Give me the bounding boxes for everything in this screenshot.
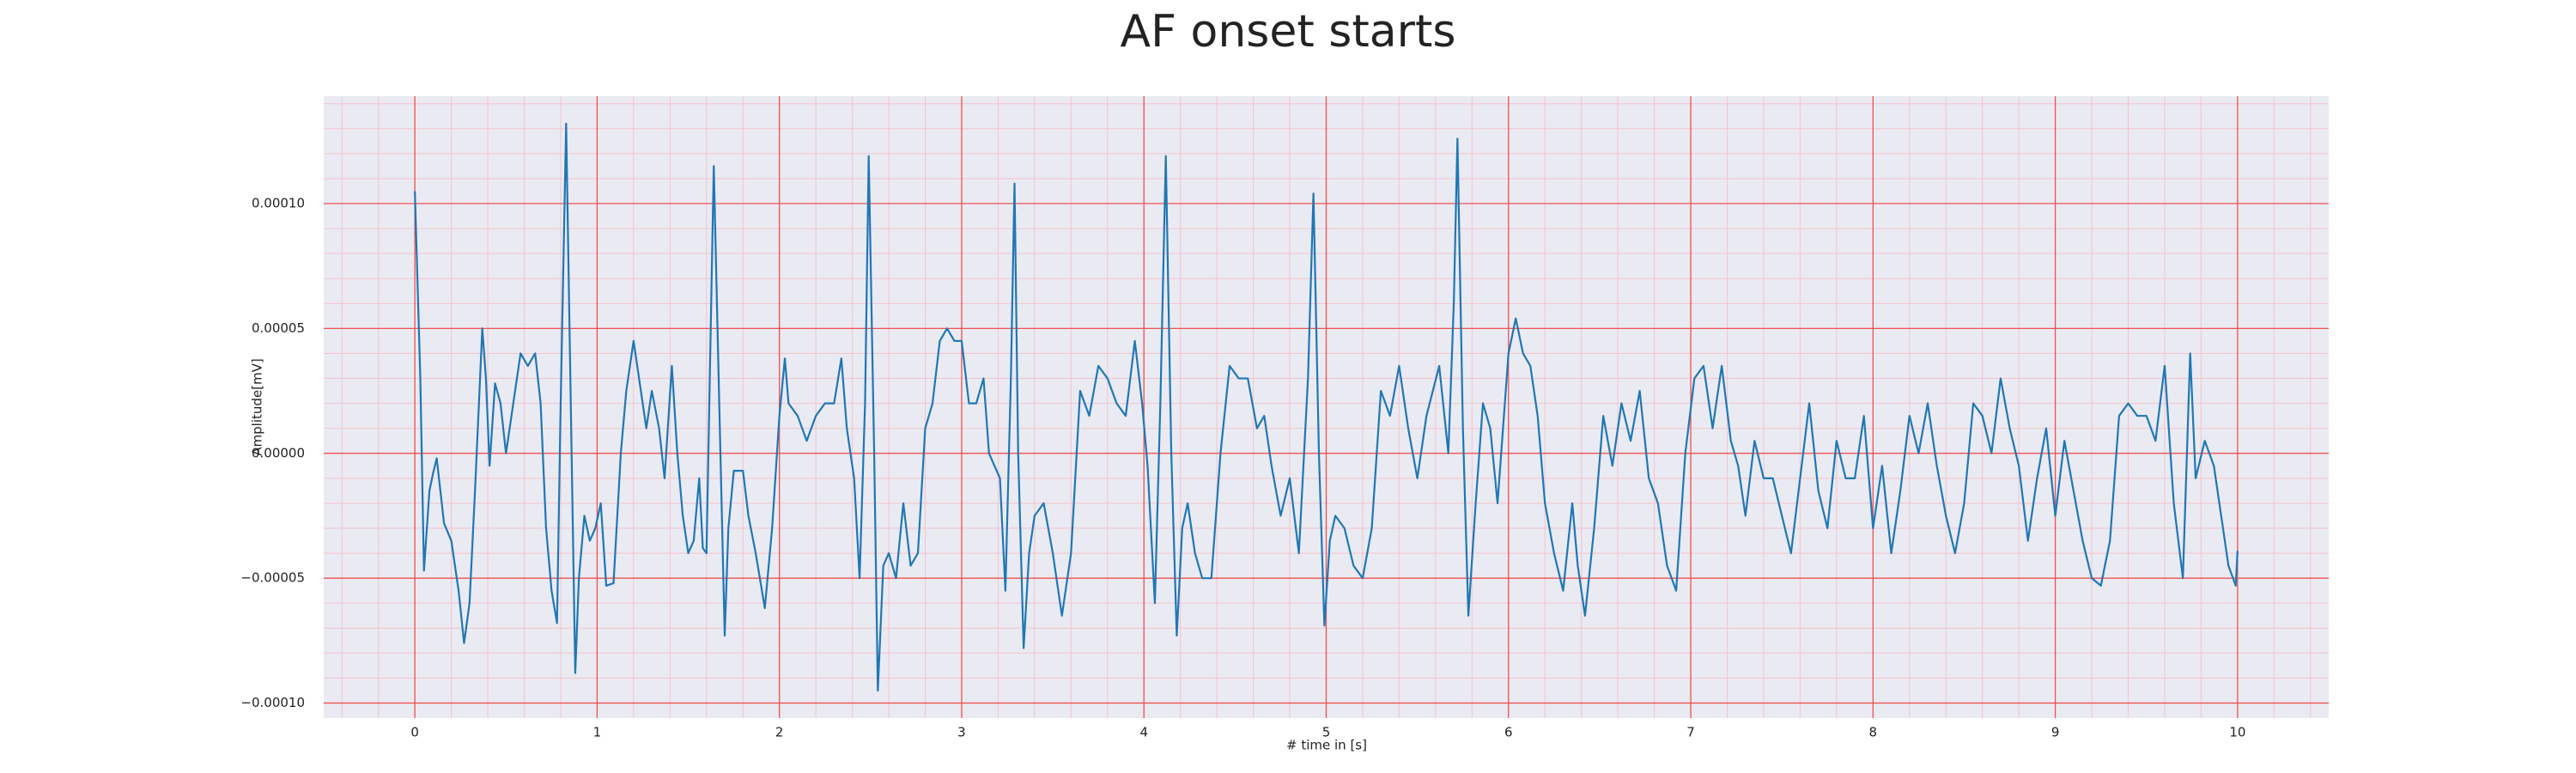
marks [414,122,2239,692]
x-axis-label: # time in [s] [1286,738,1367,753]
x-tick-label: 7 [1686,725,1695,740]
y-tick-label: 0.00000 [252,445,305,460]
x-tick-label: 4 [1139,725,1148,740]
x-tick-label: 3 [957,725,966,740]
y-tick-label: −0.00010 [240,695,305,710]
line-series [414,122,2239,692]
chart-title: AF onset starts [1121,6,1456,58]
y-tick-label: 0.00005 [252,320,305,336]
y-tick-label: −0.00005 [240,570,305,586]
y-tick-label: 0.00010 [252,196,305,211]
x-tick-label: 10 [2229,725,2245,740]
x-tick-label: 2 [775,725,784,740]
y-axis-label: Amplitude[mV] [250,358,265,455]
x-tick-label: 1 [593,725,602,740]
x-tick-label: 5 [1322,725,1331,740]
x-tick-label: 8 [1869,725,1878,740]
x-tick-label: 9 [2051,725,2060,740]
x-tick-label: 6 [1504,725,1513,740]
x-tick-label: 0 [410,725,419,740]
labels: 0 1 2 3 4 5 6 7 8 9 10 −0.00010 −0.00005 0.00000 0.000… [240,196,2245,740]
